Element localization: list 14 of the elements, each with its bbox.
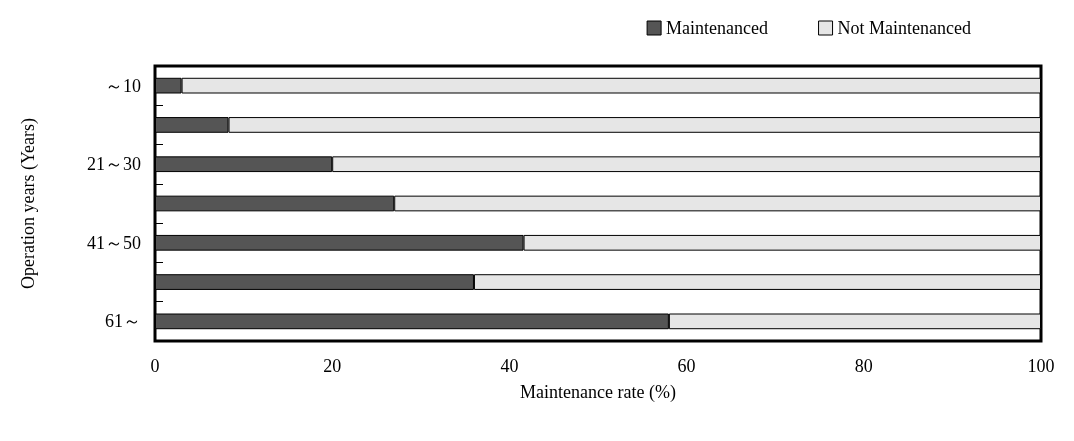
legend-label: Maintenanced bbox=[666, 18, 769, 38]
x-tick-label: 80 bbox=[854, 356, 873, 376]
legend-label: Not Maintenanced bbox=[837, 18, 971, 38]
x-axis-title: Maintenance rate (%) bbox=[520, 382, 676, 403]
x-tick-label: 60 bbox=[677, 356, 696, 376]
x-tick-label: 40 bbox=[500, 356, 519, 376]
y-tick-label: ～10 bbox=[105, 75, 141, 96]
y-tick-label: 61～ bbox=[105, 311, 141, 332]
y-tick-label: 41～50 bbox=[87, 232, 141, 253]
y-axis-title: Operation years (Years) bbox=[18, 117, 39, 290]
x-tick-label: 20 bbox=[323, 356, 342, 376]
x-tick-label: 100 bbox=[1027, 356, 1055, 376]
y-tick-label: 21～30 bbox=[87, 154, 141, 175]
x-tick-label: 0 bbox=[150, 356, 160, 376]
